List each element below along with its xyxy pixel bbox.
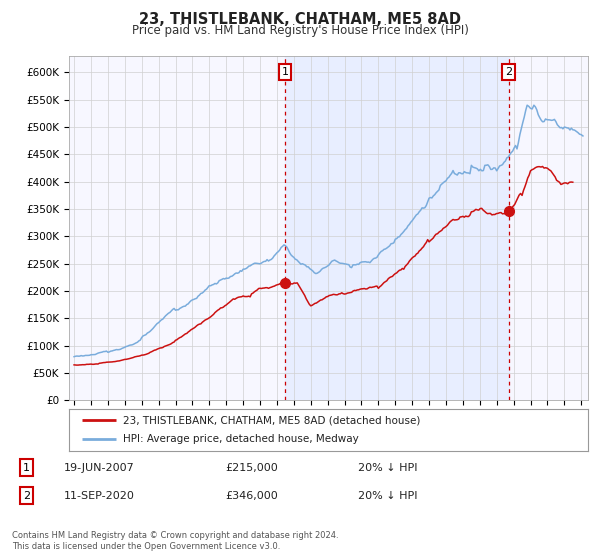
Text: 2: 2 <box>505 67 512 77</box>
Text: 2: 2 <box>23 491 30 501</box>
Text: £346,000: £346,000 <box>225 491 278 501</box>
Text: 11-SEP-2020: 11-SEP-2020 <box>64 491 135 501</box>
Text: 20% ↓ HPI: 20% ↓ HPI <box>358 463 417 473</box>
Text: This data is licensed under the Open Government Licence v3.0.: This data is licensed under the Open Gov… <box>12 542 280 551</box>
Text: HPI: Average price, detached house, Medway: HPI: Average price, detached house, Medw… <box>124 435 359 445</box>
Text: 19-JUN-2007: 19-JUN-2007 <box>64 463 134 473</box>
Text: Contains HM Land Registry data © Crown copyright and database right 2024.: Contains HM Land Registry data © Crown c… <box>12 531 338 540</box>
Text: 1: 1 <box>281 67 289 77</box>
Text: 23, THISTLEBANK, CHATHAM, ME5 8AD (detached house): 23, THISTLEBANK, CHATHAM, ME5 8AD (detac… <box>124 415 421 425</box>
Bar <box>285 56 509 400</box>
Text: 20% ↓ HPI: 20% ↓ HPI <box>358 491 417 501</box>
Text: 23, THISTLEBANK, CHATHAM, ME5 8AD: 23, THISTLEBANK, CHATHAM, ME5 8AD <box>139 12 461 27</box>
Text: Price paid vs. HM Land Registry's House Price Index (HPI): Price paid vs. HM Land Registry's House … <box>131 24 469 36</box>
Text: 1: 1 <box>23 463 30 473</box>
Text: £215,000: £215,000 <box>225 463 278 473</box>
